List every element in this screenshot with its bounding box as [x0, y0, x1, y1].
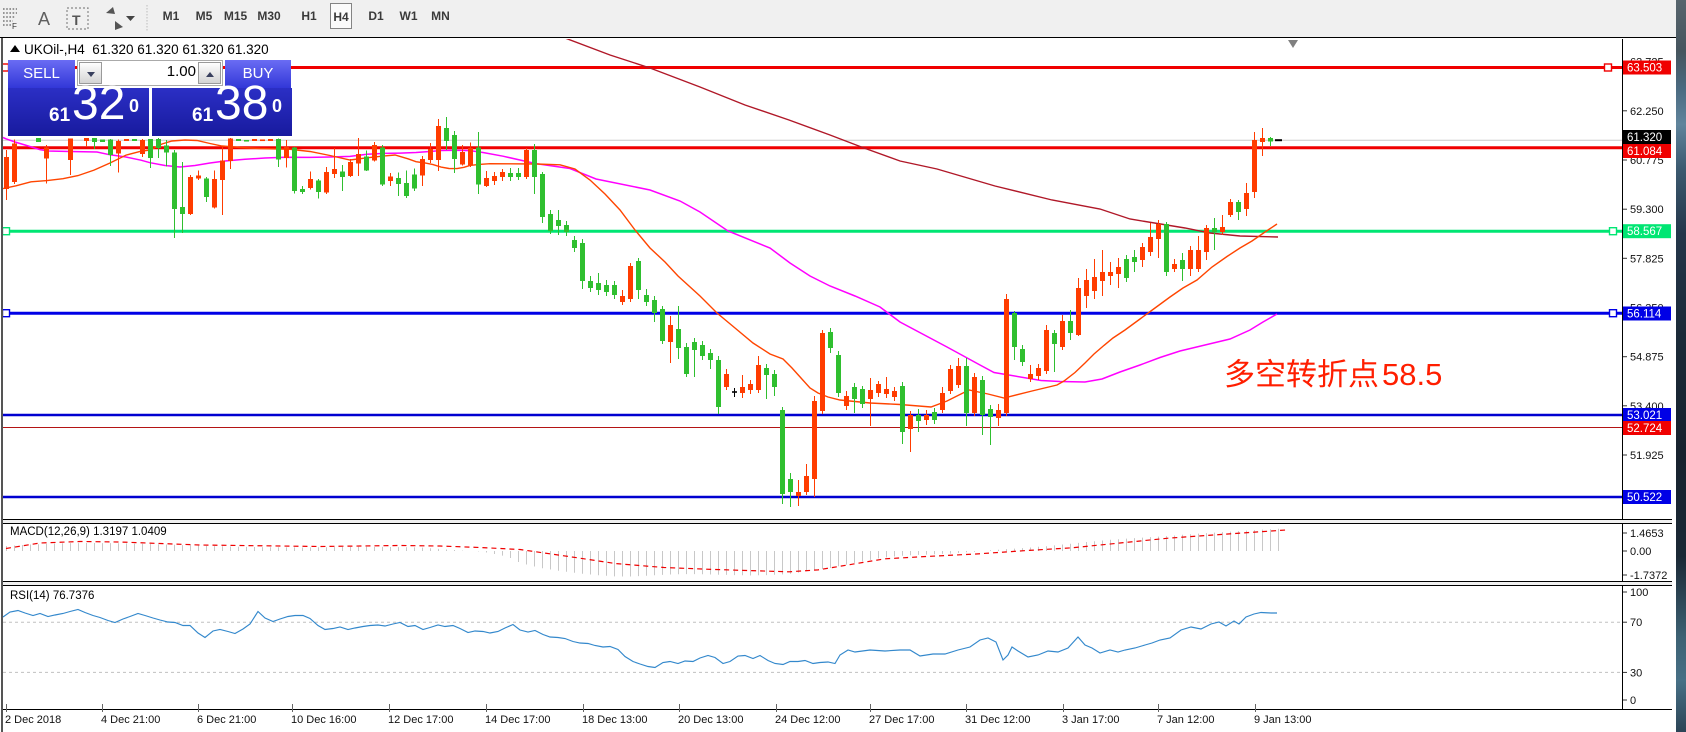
svg-text:27 Dec 17:00: 27 Dec 17:00 [869, 714, 934, 726]
svg-text:6 Dec 21:00: 6 Dec 21:00 [197, 714, 256, 726]
svg-text:F: F [12, 22, 17, 31]
svg-text:RSI(14) 76.7376: RSI(14) 76.7376 [10, 590, 94, 602]
svg-text:2 Dec 2018: 2 Dec 2018 [5, 714, 61, 726]
svg-text:58.5: 58.5 [1382, 357, 1442, 392]
svg-text:70: 70 [1630, 617, 1642, 629]
svg-text:4 Dec 21:00: 4 Dec 21:00 [101, 714, 160, 726]
svg-text:UKOil-,H4 61.320 61.320 61.32: UKOil-,H4 61.320 61.320 61.320 61.320 [24, 42, 269, 57]
svg-text:31 Dec 12:00: 31 Dec 12:00 [965, 714, 1030, 726]
svg-text:-1.7372: -1.7372 [1630, 570, 1667, 582]
svg-text:20 Dec 13:00: 20 Dec 13:00 [678, 714, 743, 726]
svg-text:T: T [72, 12, 81, 28]
svg-text:MACD(12,26,9) 1.3197 1.0409: MACD(12,26,9) 1.3197 1.0409 [10, 526, 167, 538]
svg-text:51.925: 51.925 [1630, 450, 1664, 462]
svg-text:61.320: 61.320 [1627, 132, 1662, 144]
svg-text:12 Dec 17:00: 12 Dec 17:00 [388, 714, 453, 726]
svg-text:18 Dec 13:00: 18 Dec 13:00 [582, 714, 647, 726]
svg-text:100: 100 [1630, 587, 1648, 599]
svg-text:14 Dec 17:00: 14 Dec 17:00 [485, 714, 550, 726]
svg-text:0.00: 0.00 [1630, 546, 1651, 558]
svg-text:50.522: 50.522 [1627, 492, 1662, 504]
svg-text:54.875: 54.875 [1630, 352, 1664, 364]
svg-text:24 Dec 12:00: 24 Dec 12:00 [775, 714, 840, 726]
svg-text:53.021: 53.021 [1627, 410, 1662, 422]
svg-text:63.503: 63.503 [1627, 63, 1662, 75]
svg-text:58.567: 58.567 [1627, 226, 1662, 238]
svg-text:59.300: 59.300 [1630, 204, 1664, 216]
svg-text:3 Jan 17:00: 3 Jan 17:00 [1062, 714, 1120, 726]
svg-text:7 Jan 12:00: 7 Jan 12:00 [1157, 714, 1215, 726]
svg-text:1.4653: 1.4653 [1630, 528, 1664, 540]
svg-text:A: A [38, 9, 50, 29]
svg-text:10 Dec 16:00: 10 Dec 16:00 [291, 714, 356, 726]
svg-text:52.724: 52.724 [1627, 423, 1663, 435]
svg-text:0: 0 [1630, 695, 1636, 707]
svg-text:30: 30 [1630, 667, 1642, 679]
svg-text:9 Jan 13:00: 9 Jan 13:00 [1254, 714, 1312, 726]
svg-text:57.825: 57.825 [1630, 253, 1664, 265]
svg-text:56.114: 56.114 [1627, 309, 1662, 321]
svg-text:62.250: 62.250 [1630, 106, 1664, 118]
svg-text:61.084: 61.084 [1627, 146, 1663, 158]
